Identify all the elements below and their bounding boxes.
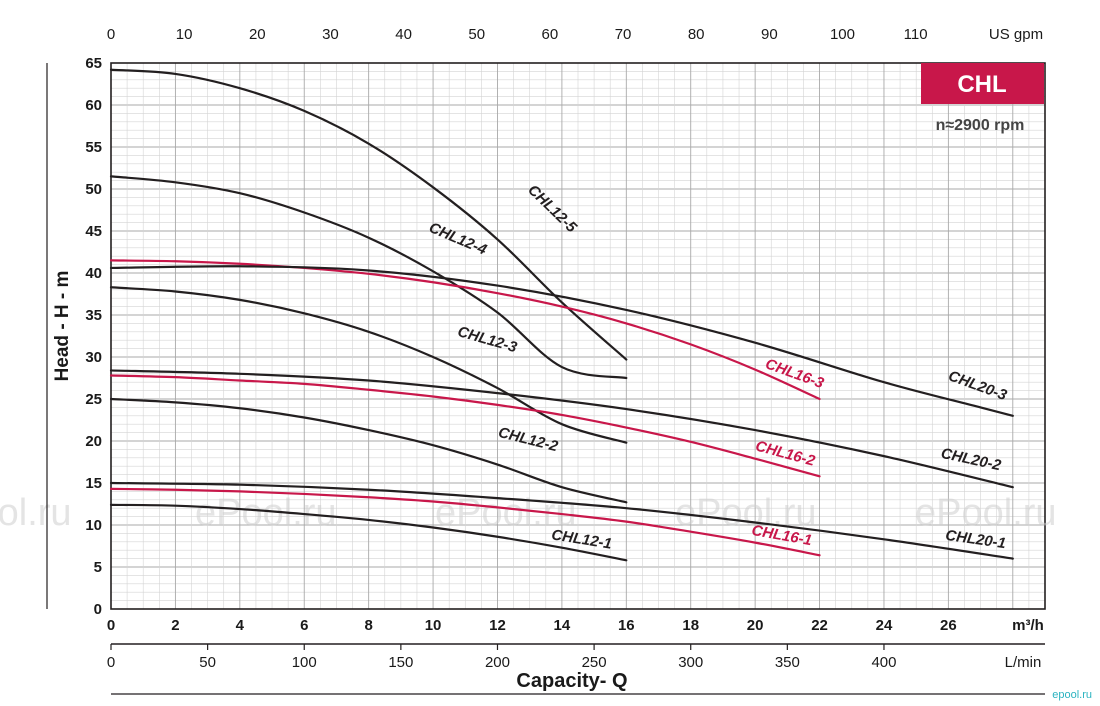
x-axis-label: Capacity- Q bbox=[516, 670, 627, 692]
y-tick-label: 0 bbox=[94, 601, 102, 618]
series-line-chl12-5 bbox=[109, 68, 628, 361]
top-tick-label: 70 bbox=[615, 26, 632, 43]
series-line-chl12-2 bbox=[109, 397, 628, 504]
y-tick-label: 55 bbox=[85, 139, 102, 156]
chart-subtitle: n≈2900 rpm bbox=[936, 117, 1025, 134]
watermark-text: ePool.ru bbox=[0, 492, 72, 534]
x-tick-label: 20 bbox=[747, 617, 764, 634]
series-label: CHL12-2 bbox=[497, 424, 561, 455]
y-tick-label: 10 bbox=[85, 517, 102, 534]
plot-frame bbox=[110, 62, 1046, 610]
top-tick-label: 0 bbox=[107, 26, 115, 43]
lmin-tick-label: 50 bbox=[199, 654, 216, 671]
top-tick-label: 20 bbox=[249, 26, 266, 43]
chart-title: CHL bbox=[957, 71, 1006, 98]
x-tick-label: 8 bbox=[364, 617, 372, 634]
series-line-chl20-2 bbox=[109, 369, 1014, 489]
top-tick-label: 110 bbox=[904, 26, 928, 43]
watermark-text: ePool.ru bbox=[195, 492, 337, 534]
top-tick-label: 60 bbox=[542, 26, 559, 43]
top-tick-label: 100 bbox=[830, 26, 855, 43]
lmin-tick-label: 250 bbox=[582, 654, 607, 671]
watermark-text: ePool.ru bbox=[915, 492, 1057, 534]
lmin-tick-label: 150 bbox=[388, 654, 413, 671]
series-line-chl16-2 bbox=[109, 374, 821, 478]
top-tick-label: 90 bbox=[761, 26, 778, 43]
x-tick-label: 18 bbox=[682, 617, 699, 634]
x-tick-label: 22 bbox=[811, 617, 828, 634]
x-tick-label: 10 bbox=[425, 617, 442, 634]
x-tick-label: 26 bbox=[940, 617, 957, 634]
x-tick-label: 4 bbox=[236, 617, 245, 634]
y-tick-label: 65 bbox=[85, 55, 102, 72]
lmin-tick-label: 350 bbox=[775, 654, 800, 671]
top-tick-label: 80 bbox=[688, 26, 705, 43]
y-tick-label: 30 bbox=[85, 349, 102, 366]
series-label: CHL12-1 bbox=[550, 526, 613, 552]
x-tick-label: 0 bbox=[107, 617, 115, 634]
grid bbox=[110, 62, 1046, 610]
lmin-tick-label: 0 bbox=[107, 654, 115, 671]
watermark-small: epool.ru bbox=[1052, 689, 1092, 701]
lmin-tick-label: 200 bbox=[485, 654, 510, 671]
lmin-tick-label: 300 bbox=[678, 654, 703, 671]
x-axis-unit: m³/h bbox=[1012, 617, 1044, 634]
series-line-chl20-1 bbox=[109, 481, 1014, 560]
lmin-tick-label: 100 bbox=[292, 654, 317, 671]
y-tick-label: 35 bbox=[85, 307, 102, 324]
lmin-tick-label: 400 bbox=[871, 654, 896, 671]
y-tick-label: 40 bbox=[85, 265, 102, 282]
y-tick-label: 60 bbox=[85, 97, 102, 114]
series-line-chl12-4 bbox=[109, 175, 628, 380]
y-tick-label: 20 bbox=[85, 433, 102, 450]
x-tick-label: 6 bbox=[300, 617, 308, 634]
series-label: CHL16-2 bbox=[754, 438, 818, 470]
y-tick-label: 5 bbox=[94, 559, 102, 576]
series-label: CHL12-5 bbox=[524, 182, 580, 237]
x-tick-label: 16 bbox=[618, 617, 635, 634]
y-tick-label: 25 bbox=[85, 391, 102, 408]
x-tick-label: 12 bbox=[489, 617, 506, 634]
series-line-chl12-1 bbox=[109, 503, 628, 562]
top-tick-label: 50 bbox=[468, 26, 485, 43]
y-tick-label: 50 bbox=[85, 181, 102, 198]
series-line-chl12-3 bbox=[109, 286, 628, 444]
top-tick-label: 30 bbox=[322, 26, 339, 43]
series-line-chl20-3 bbox=[109, 265, 1014, 417]
y-tick-label: 45 bbox=[85, 223, 102, 240]
series-line-chl16-3 bbox=[109, 259, 821, 401]
x-tick-label: 14 bbox=[554, 617, 571, 634]
top-tick-label: 10 bbox=[176, 26, 193, 43]
series-line-chl16-1 bbox=[109, 487, 821, 557]
y-axis-label: Head - H - m bbox=[52, 271, 73, 382]
model-badge bbox=[921, 63, 1044, 104]
y-tick-label: 15 bbox=[85, 475, 102, 492]
top-tick-label: 40 bbox=[395, 26, 412, 43]
x-tick-label: 24 bbox=[876, 617, 893, 634]
x-tick-label: 2 bbox=[171, 617, 179, 634]
top-axis-unit: US gpm bbox=[989, 26, 1043, 43]
lmin-axis-unit: L/min bbox=[1005, 654, 1042, 671]
